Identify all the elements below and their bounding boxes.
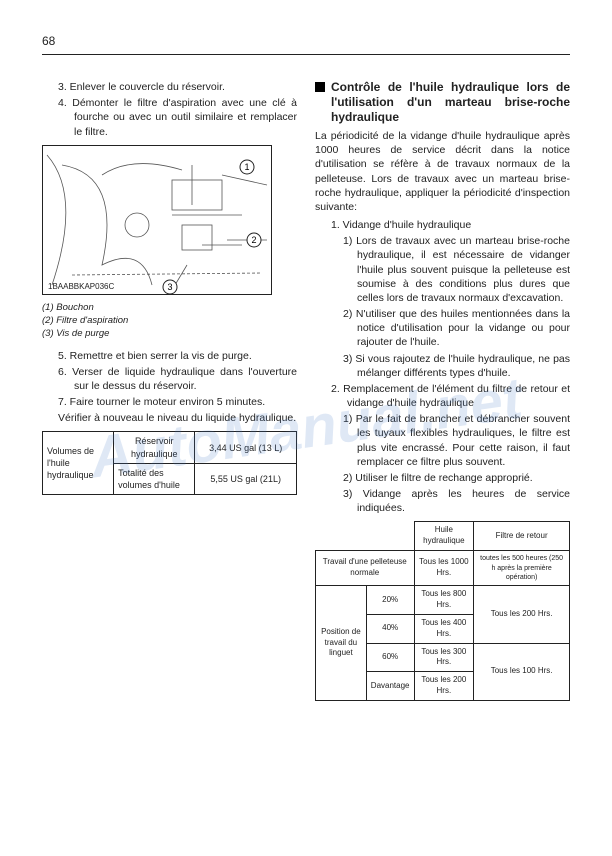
table-row: Position de travail du linguet 20% Tous … <box>316 586 570 615</box>
table-cell: Travail d'une pelleteuse normale <box>316 551 415 586</box>
table-cell: Tous les 200 Hrs. <box>414 672 474 701</box>
list-item: 6. Verser de liquide hydraulique dans l'… <box>58 365 297 393</box>
table-cell: 20% <box>366 586 414 615</box>
table-cell: Davantage <box>366 672 414 701</box>
caption-line: (1) Bouchon <box>42 301 297 314</box>
horizontal-rule <box>42 54 570 55</box>
columns: 3. Enlever le couvercle du réservoir. 4. … <box>42 80 570 701</box>
list-item: 2. Remplacement de l'élément du filtre d… <box>331 382 570 410</box>
list-item: 3. Enlever le couvercle du réservoir. <box>58 80 297 94</box>
list-item: 3) Vidange après les heures de service i… <box>343 487 570 515</box>
table-cell: Position de travail du linguet <box>316 586 367 700</box>
table-cell: Tous les 800 Hrs. <box>414 586 474 615</box>
table-cell: Tous les 400 Hrs. <box>414 614 474 643</box>
list-item: 4. Démonter le filtre d'aspiration avec … <box>58 96 297 139</box>
table-cell: 60% <box>366 643 414 672</box>
section-heading: Contrôle de l'huile hydraulique lors de … <box>331 80 570 125</box>
caption-line: (3) Vis de purge <box>42 327 297 340</box>
table-cell: toutes les 500 heures (250 h après la pr… <box>474 551 570 586</box>
heading-row: Contrôle de l'huile hydraulique lors de … <box>315 80 570 125</box>
intro-paragraph: La périodicité de la vidange d'huile hyd… <box>315 129 570 214</box>
table-cell: Tous les 200 Hrs. <box>474 586 570 643</box>
table-cell: Totalité des volumes d'huile <box>114 463 195 494</box>
figure-svg: 1 2 3 1BAABBKAP036C <box>42 145 272 295</box>
list-item: 7. Faire tourner le moteur environ 5 min… <box>58 395 297 409</box>
volumes-table: Volumes de l'huile hydraulique Réservoir… <box>42 431 297 495</box>
table-header: Filtre de retour <box>474 522 570 551</box>
service-table: Huile hydraulique Filtre de retour Trava… <box>315 521 570 700</box>
svg-text:1: 1 <box>244 162 249 172</box>
page: 68 3. Enlever le couvercle du réservoir.… <box>0 0 612 856</box>
check-line: Vérifier à nouveau le niveau du liquide … <box>42 411 297 425</box>
left-column: 3. Enlever le couvercle du réservoir. 4. … <box>42 80 297 701</box>
right-items: 1. Vidange d'huile hydraulique 1) Lors de… <box>315 218 570 515</box>
sub-list: 1) Lors de travaux avec un marteau brise… <box>331 234 570 380</box>
page-number: 68 <box>42 34 55 48</box>
table-row: Travail d'une pelleteuse normale Tous le… <box>316 551 570 586</box>
table-row: Huile hydraulique Filtre de retour <box>316 522 570 551</box>
table-cell: 40% <box>366 614 414 643</box>
table-cell: 3,44 US gal (13 L) <box>195 432 297 463</box>
list-item: 1) Par le fait de brancher et débrancher… <box>343 412 570 469</box>
figure: 1 2 3 1BAABBKAP036C <box>42 145 297 295</box>
steps-list-b: 5. Remettre et bien serrer la vis de pur… <box>42 349 297 410</box>
table-cell: 5,55 US gal (21L) <box>195 463 297 494</box>
list-item: 2) Utiliser le filtre de rechange approp… <box>343 471 570 485</box>
right-column: Contrôle de l'huile hydraulique lors de … <box>315 80 570 701</box>
list-item: 5. Remettre et bien serrer la vis de pur… <box>58 349 297 363</box>
svg-text:2: 2 <box>251 235 256 245</box>
steps-list-a: 3. Enlever le couvercle du réservoir. 4. … <box>42 80 297 139</box>
list-item: 1) Lors de travaux avec un marteau brise… <box>343 234 570 305</box>
list-item: 2) N'utiliser que des huiles mentionnées… <box>343 307 570 350</box>
sub-list: 1) Par le fait de brancher et débrancher… <box>331 412 570 515</box>
square-bullet-icon <box>315 82 325 92</box>
table-header: Huile hydraulique <box>414 522 474 551</box>
caption-line: (2) Filtre d'aspiration <box>42 314 297 327</box>
table-cell: Tous les 300 Hrs. <box>414 643 474 672</box>
figure-code-text: 1BAABBKAP036C <box>48 282 114 291</box>
table-rowspan-label: Volumes de l'huile hydraulique <box>43 432 114 495</box>
svg-text:3: 3 <box>167 282 172 292</box>
list-item: 3) Si vous rajoutez de l'huile hydrauliq… <box>343 352 570 380</box>
table-cell: Tous les 100 Hrs. <box>474 643 570 700</box>
figure-captions: (1) Bouchon(2) Filtre d'aspiration(3) Vi… <box>42 301 297 341</box>
table-cell: Réservoir hydraulique <box>114 432 195 463</box>
list-item: 1. Vidange d'huile hydraulique <box>331 218 570 232</box>
table-cell: Tous les 1000 Hrs. <box>414 551 474 586</box>
